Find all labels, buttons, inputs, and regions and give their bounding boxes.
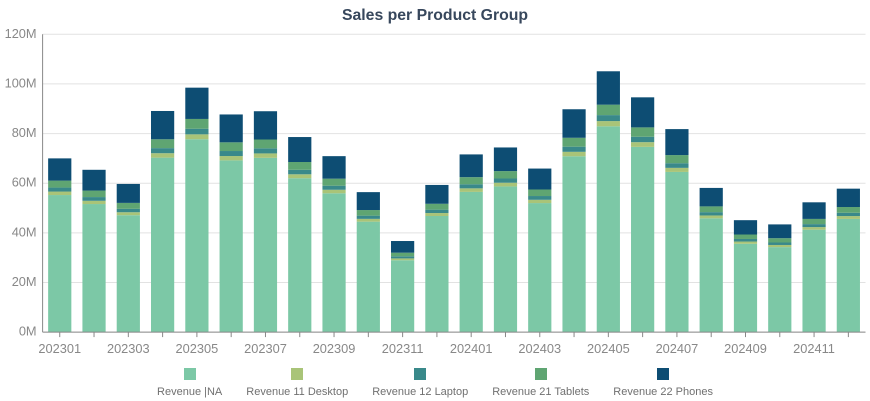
svg-text:202407: 202407 xyxy=(656,341,699,356)
svg-text:202403: 202403 xyxy=(518,341,561,356)
svg-text:202411: 202411 xyxy=(793,341,835,356)
svg-text:202405: 202405 xyxy=(587,341,630,356)
svg-text:202305: 202305 xyxy=(176,341,219,356)
svg-text:202401: 202401 xyxy=(450,341,493,356)
svg-text:0M: 0M xyxy=(19,324,37,339)
svg-text:80M: 80M xyxy=(12,125,37,140)
svg-text:120M: 120M xyxy=(5,26,37,41)
svg-text:202301: 202301 xyxy=(38,341,81,356)
svg-text:40M: 40M xyxy=(12,224,37,239)
svg-text:202311: 202311 xyxy=(382,341,424,356)
svg-text:202307: 202307 xyxy=(244,341,287,356)
svg-text:202303: 202303 xyxy=(107,341,150,356)
svg-text:202409: 202409 xyxy=(724,341,767,356)
svg-text:202309: 202309 xyxy=(313,341,356,356)
svg-text:100M: 100M xyxy=(5,75,37,90)
svg-text:20M: 20M xyxy=(12,274,37,289)
svg-text:60M: 60M xyxy=(12,175,37,190)
